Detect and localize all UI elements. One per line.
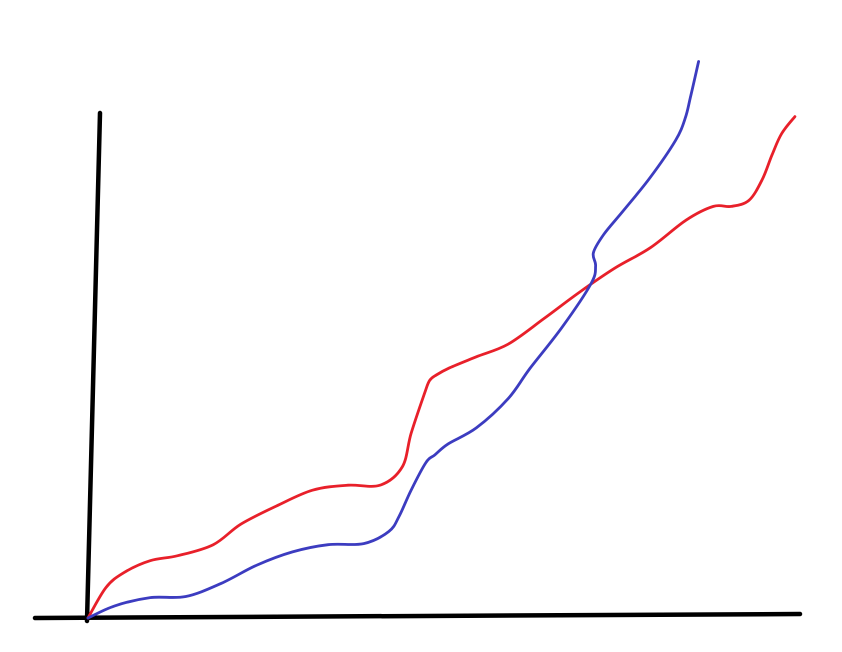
- y-axis-line: [84, 110, 103, 624]
- axes-group: [32, 110, 803, 624]
- series-group: [86, 60, 797, 620]
- x-axis-line: [32, 611, 803, 621]
- blue-line-series: [86, 60, 700, 620]
- red-line-series: [86, 115, 797, 620]
